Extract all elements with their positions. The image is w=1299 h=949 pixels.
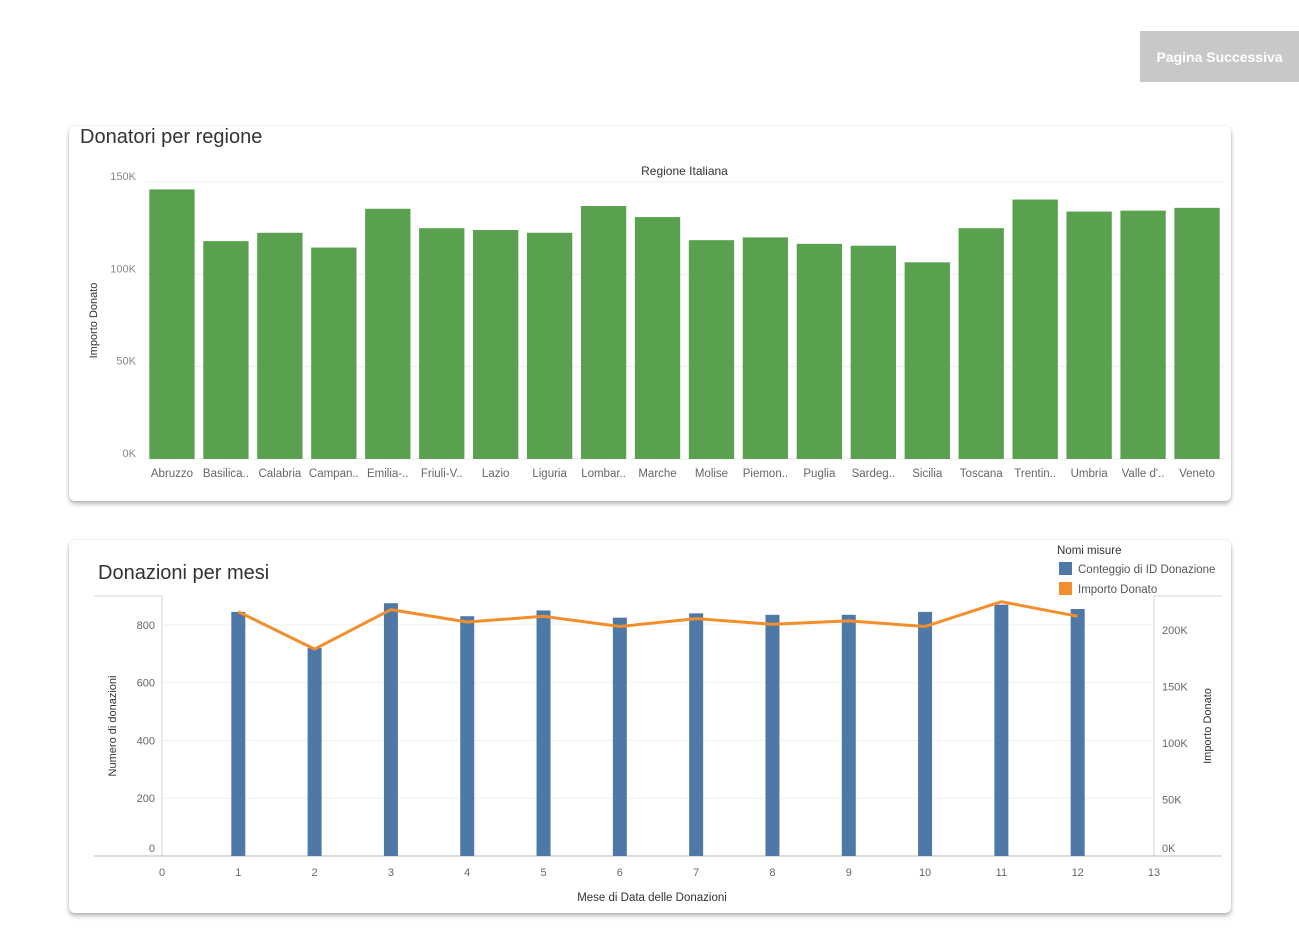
x-tick-label: 13 [1148, 867, 1160, 879]
y-tick-label: 150K [110, 171, 136, 183]
x-axis-label: Mese di Data delle Donazioni [577, 892, 727, 904]
bar-7 [473, 230, 519, 459]
x-tick-label: Molise [695, 468, 728, 480]
regions-bar-chart: Regione Italiana 0K 50K 100K 150K Importo Don… [88, 164, 1224, 480]
x-tick-label: Lazio [482, 468, 510, 480]
legend-swatch [1059, 562, 1072, 575]
bar-month-12 [1070, 609, 1085, 856]
x-tick-label: Basilica.. [203, 468, 249, 480]
chart-card-regions: Donatori per regione Regione Italiana 0K 5… [69, 126, 1231, 501]
y2-tick-label: 100K [1162, 738, 1188, 750]
bar-20 [1174, 207, 1220, 459]
bar-15 [904, 262, 950, 459]
legend-title: Nomi misure [1057, 545, 1122, 557]
bar-13 [796, 243, 843, 459]
y2-tick-label: 0K [1162, 843, 1176, 855]
x-tick-label: Campan.. [309, 468, 359, 480]
y-tick-label: 600 [137, 678, 155, 690]
y2-tick-label: 50K [1162, 794, 1182, 806]
y-tick-label: 0 [149, 843, 155, 855]
bar-month-8 [765, 614, 780, 856]
y2-tick-label: 200K [1162, 625, 1188, 637]
bar-month-5 [536, 610, 551, 856]
x-tick-label: Lombar.. [581, 468, 626, 480]
x-tick-label: Veneto [1179, 468, 1215, 480]
y-tick-label: 800 [137, 620, 155, 632]
bar-month-3 [383, 603, 398, 856]
x-tick-label: Liguria [532, 468, 567, 480]
x-tick-label: 4 [464, 867, 470, 879]
chart-card-months: Donazioni per mesi 0 200 400 600 800 Numero d… [69, 540, 1231, 913]
x-tick-label: 2 [312, 867, 318, 879]
bar-4 [311, 247, 357, 459]
bar-19 [1120, 210, 1166, 459]
bar-14 [850, 245, 896, 459]
y-tick-label: 100K [110, 263, 136, 275]
bar-month-10 [918, 611, 933, 856]
x-tick-label: 7 [693, 867, 699, 879]
x-tick-label: Valle d'.. [1122, 468, 1165, 480]
bar-10 [634, 217, 681, 459]
y-tick-label: 400 [137, 735, 155, 747]
bar-8 [526, 232, 573, 459]
x-tick-label: Friuli-V.. [421, 468, 463, 480]
line-importo-donato [237, 600, 1078, 651]
legend-label: Importo Donato [1078, 584, 1157, 596]
x-tick-label: Marche [638, 468, 676, 480]
bar-month-1 [231, 611, 246, 856]
y-tick-label: 200 [137, 793, 155, 805]
legend-swatch [1059, 582, 1072, 595]
bar-month-9 [841, 614, 856, 856]
x-tick-label: 5 [540, 867, 546, 879]
x-tick-label: 6 [617, 867, 623, 879]
x-tick-label: 10 [919, 867, 931, 879]
x-tick-label: 12 [1072, 867, 1084, 879]
bar-month-4 [460, 616, 475, 856]
bar-month-11 [994, 604, 1009, 856]
x-tick-label: Toscana [960, 468, 1003, 480]
y2-tick-label: 150K [1162, 681, 1188, 693]
y-axis-label-right: Importo Donato [1202, 688, 1214, 764]
x-tick-label: 8 [769, 867, 775, 879]
bar-3 [257, 232, 303, 459]
bar-11 [688, 240, 735, 459]
x-tick-label: Piemon.. [743, 468, 788, 480]
next-page-button[interactable]: Pagina Successiva [1140, 31, 1299, 82]
bar-9 [580, 206, 627, 459]
y-tick-label: 50K [116, 356, 136, 368]
legend-label: Conteggio di ID Donazione [1078, 564, 1215, 576]
bar-18 [1066, 211, 1112, 459]
y-axis-label: Importo Donato [88, 283, 100, 359]
bar-month-2 [307, 648, 322, 856]
bar-5 [365, 208, 411, 459]
x-tick-label: 0 [159, 867, 165, 879]
bar-12 [742, 237, 789, 459]
chart-header-label: Regione Italiana [641, 164, 728, 178]
bar-17 [1012, 199, 1058, 459]
x-tick-label: Emilia-.. [367, 468, 409, 480]
bar-month-7 [689, 613, 704, 856]
x-tick-label: Abruzzo [151, 468, 193, 480]
x-tick-label: Sicilia [912, 468, 943, 480]
x-tick-label: Calabria [258, 468, 301, 480]
bar-6 [419, 228, 465, 459]
y-axis-label-left: Numero di donazioni [107, 676, 119, 777]
x-tick-label: 9 [846, 867, 852, 879]
chart-title-months: Donazioni per mesi [98, 562, 270, 584]
x-tick-label: Puglia [803, 468, 836, 480]
x-tick-label: Umbria [1071, 468, 1109, 480]
bar-16 [958, 228, 1004, 459]
y-tick-label: 0K [123, 448, 137, 460]
bar-month-6 [612, 617, 627, 856]
chart-title-regions: Donatori per regione [80, 126, 263, 148]
x-tick-label: Trentin.. [1014, 468, 1056, 480]
x-tick-label: Sardeg.. [852, 468, 895, 480]
x-tick-label: 1 [235, 867, 241, 879]
x-tick-label: 11 [996, 867, 1007, 879]
bar-1 [149, 189, 195, 459]
x-tick-label: 3 [388, 867, 394, 879]
bar-2 [203, 241, 249, 459]
